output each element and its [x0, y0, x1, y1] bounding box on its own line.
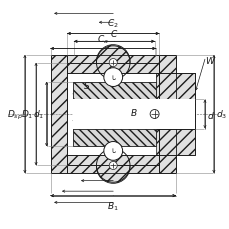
Bar	[158, 55, 175, 174]
Circle shape	[109, 162, 117, 170]
Bar	[155, 73, 194, 129]
Text: $D_{sp}$: $D_{sp}$	[7, 108, 22, 121]
Bar	[73, 100, 194, 129]
Bar	[73, 129, 155, 147]
Text: $C_2$: $C_2$	[107, 18, 119, 30]
Text: $B_1$: $B_1$	[107, 200, 119, 212]
Text: $d_3$: $d_3$	[215, 108, 226, 121]
Text: ᒐ: ᒐ	[111, 75, 115, 80]
Text: $d$: $d$	[206, 109, 214, 120]
Circle shape	[103, 142, 122, 161]
Circle shape	[96, 150, 129, 183]
Circle shape	[109, 59, 117, 67]
Circle shape	[103, 68, 122, 87]
Text: ᒐ: ᒐ	[111, 149, 115, 154]
Text: $B$: $B$	[130, 106, 137, 117]
Circle shape	[96, 46, 129, 79]
Bar	[67, 63, 158, 166]
Text: $S$: $S$	[82, 79, 90, 90]
Circle shape	[150, 110, 158, 119]
Text: $D_1$: $D_1$	[21, 108, 34, 121]
Bar	[67, 63, 158, 73]
Bar	[50, 55, 67, 174]
Bar	[155, 129, 194, 156]
Text: $W$: $W$	[204, 55, 215, 65]
Bar	[67, 156, 158, 166]
Bar	[73, 100, 155, 129]
Bar	[67, 55, 158, 63]
Bar	[73, 82, 155, 100]
Text: $C_a$: $C_a$	[97, 33, 109, 46]
Bar	[67, 166, 158, 174]
Text: $C$: $C$	[110, 28, 118, 39]
Bar	[155, 73, 194, 100]
Text: $d_1$: $d_1$	[33, 108, 44, 121]
